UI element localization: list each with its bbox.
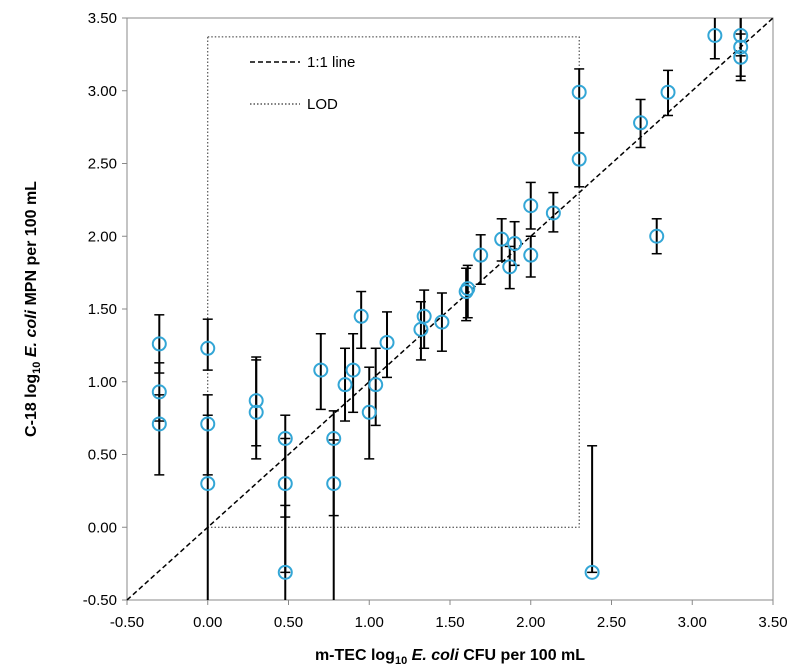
axis-title-part: MPN per 100 mL (23, 181, 40, 310)
data-point (248, 404, 264, 420)
data-point (584, 564, 600, 580)
points-layer (151, 18, 749, 600)
y-tick-label: 1.50 (88, 301, 117, 318)
x-tick-label: 1.50 (435, 614, 464, 631)
data-point (151, 416, 167, 432)
x-tick-label: 0.00 (193, 614, 222, 631)
data-point (733, 27, 749, 43)
data-point (523, 247, 539, 263)
data-point (707, 27, 723, 43)
data-point (151, 384, 167, 400)
axis-title-part: CFU per 100 mL (459, 647, 585, 664)
x-tick-label: 1.00 (355, 614, 384, 631)
data-point (473, 247, 489, 263)
data-point (200, 416, 216, 432)
data-point (649, 228, 665, 244)
data-point (200, 340, 216, 356)
data-point (313, 362, 329, 378)
axis-title-part: 10 (395, 655, 407, 667)
data-point (571, 84, 587, 100)
axis-title-part: 10 (31, 362, 43, 374)
y-axis-title: C-18 log10 E. coli MPN per 100 mL (23, 181, 43, 437)
y-tick-label: 2.00 (88, 228, 117, 245)
y-tick-label: 3.00 (88, 83, 117, 100)
data-point (361, 404, 377, 420)
y-tick-label: 2.50 (88, 156, 117, 173)
data-point (434, 314, 450, 330)
data-point (507, 236, 523, 252)
data-point (460, 281, 476, 297)
x-tick-label: 0.50 (274, 614, 303, 631)
y-tick-label: 0.50 (88, 447, 117, 464)
data-point (379, 334, 395, 350)
data-point (248, 393, 264, 409)
legend-label: LOD (307, 96, 338, 113)
x-tick-label: 2.00 (516, 614, 545, 631)
data-point (337, 377, 353, 393)
data-point (151, 336, 167, 352)
x-tick-label: 3.50 (758, 614, 787, 631)
axis-title-part: E. coli (407, 647, 459, 664)
y-tick-label: 1.00 (88, 374, 117, 391)
data-point (326, 430, 342, 446)
legend-label: 1:1 line (307, 54, 355, 71)
y-tick-label: 0.00 (88, 519, 117, 536)
y-tick-label: -0.50 (83, 592, 117, 609)
data-point (277, 476, 293, 492)
data-point (326, 476, 342, 492)
data-point (660, 84, 676, 100)
data-point (733, 49, 749, 65)
data-point (416, 308, 432, 324)
x-tick-label: 2.50 (597, 614, 626, 631)
x-tick-label: -0.50 (110, 614, 144, 631)
data-point (494, 231, 510, 247)
x-axis-title: m-TEC log10 E. coli CFU per 100 mL (315, 647, 585, 667)
data-point (200, 476, 216, 492)
data-point (353, 308, 369, 324)
data-point (733, 39, 749, 55)
data-point (633, 115, 649, 131)
data-point (277, 564, 293, 580)
legend: 1:1 line LOD (250, 54, 355, 113)
data-point (523, 198, 539, 214)
lod-box (207, 36, 580, 528)
data-point (545, 205, 561, 221)
data-point (571, 151, 587, 167)
data-point (345, 362, 361, 378)
y-tick-label: 3.50 (88, 10, 117, 27)
axis-title-part: E. coli (23, 309, 40, 361)
axis-title-part: m-TEC log (315, 647, 395, 664)
data-point (368, 377, 384, 393)
x-tick-label: 3.00 (678, 614, 707, 631)
data-point (277, 430, 293, 446)
tick-layer: -0.50 0.00 0.50 1.00 1.50 2.00 2.50 3.00 3.50 -0.… (83, 10, 788, 631)
axis-title-part: C-18 log (23, 374, 40, 437)
data-point (502, 259, 518, 275)
